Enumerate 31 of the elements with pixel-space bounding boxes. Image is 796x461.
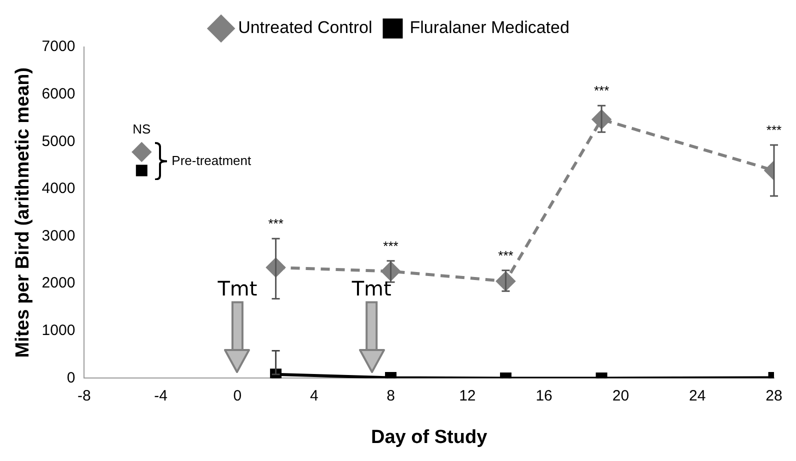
y-tick-label: 2000 (42, 274, 76, 292)
annotation: *** (766, 122, 782, 138)
ref-line-label: Tmt (216, 276, 258, 300)
ref-line-label: Tmt (350, 276, 392, 300)
legend-label: Fluralaner Medicated (410, 18, 570, 38)
x-tick-label: 20 (612, 387, 630, 404)
annotation: Pre-treatment (172, 152, 252, 168)
x-tick-label: 8 (386, 387, 395, 404)
y-tick-label: 1000 (42, 322, 76, 340)
y-tick-label: 5000 (42, 132, 76, 150)
x-tick-label: -8 (77, 387, 91, 404)
x-tick-label: 28 (766, 387, 782, 404)
legend-label: Untreated Control (238, 18, 372, 38)
x-tick-label: 16 (536, 387, 552, 404)
x-tick-label: 24 (689, 387, 706, 404)
y-tick-label: 4000 (42, 180, 76, 198)
x-tick-label: 12 (459, 387, 476, 404)
x-axis-title: Day of Study (371, 426, 488, 448)
x-tick-label: -4 (154, 387, 168, 404)
annotation: *** (383, 238, 398, 254)
annotation: NS (132, 122, 152, 137)
y-tick-label: 7000 (42, 38, 76, 56)
annotation: *** (594, 83, 610, 98)
y-tick-label: 0 (66, 369, 76, 386)
y-axis-title: Mites per Bird (arithmetic mean) (12, 67, 34, 358)
x-tick-label: 4 (310, 387, 318, 404)
annotation: *** (268, 216, 284, 232)
y-tick-label: 6000 (42, 85, 76, 102)
x-tick-label: 0 (233, 387, 242, 404)
annotation: *** (498, 248, 514, 263)
y-tick-label: 3000 (42, 227, 76, 244)
